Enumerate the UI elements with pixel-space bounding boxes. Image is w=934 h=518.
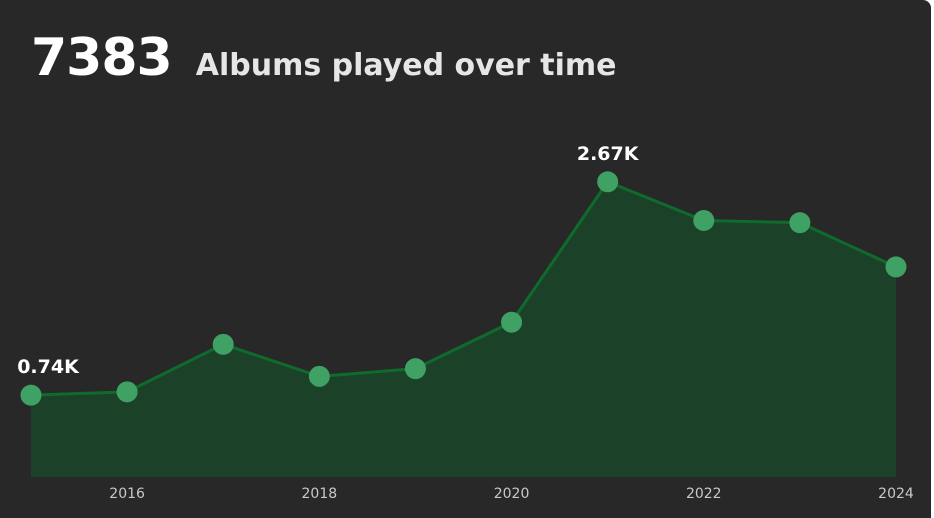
data-point-2019[interactable] [404,358,426,380]
x-tick-label-2016: 2016 [109,486,145,502]
total-count: 7383 [31,28,173,88]
series-area [31,181,896,477]
x-tick-label-2024: 2024 [878,486,914,502]
data-point-2024[interactable] [885,256,907,278]
data-label-2015: 0.74K [17,356,80,378]
x-axis-ticks: 2016 2018 2020 2022 2024 [109,486,914,502]
marker-layer [20,171,907,406]
data-point-2016[interactable] [116,381,138,403]
data-point-2022[interactable] [693,209,715,231]
data-point-2023[interactable] [789,212,811,234]
chart-header: 7383 Albums played over time [31,26,617,98]
data-label-layer: 0.74K 2.67K [17,143,640,378]
data-point-2015[interactable] [20,384,42,406]
data-point-2018[interactable] [308,365,330,387]
data-point-2020[interactable] [501,311,523,333]
series-line [30,180,897,397]
x-tick-label-2022: 2022 [686,486,722,502]
data-point-2017[interactable] [212,333,234,355]
line-layer [30,180,897,397]
data-label-2021: 2.67K [577,143,640,165]
chart-title: Albums played over time [195,48,617,83]
x-tick-label-2018: 2018 [302,486,338,502]
data-point-2021[interactable] [597,171,619,193]
x-tick-label-2020: 2020 [494,486,530,502]
area-layer [31,181,896,477]
